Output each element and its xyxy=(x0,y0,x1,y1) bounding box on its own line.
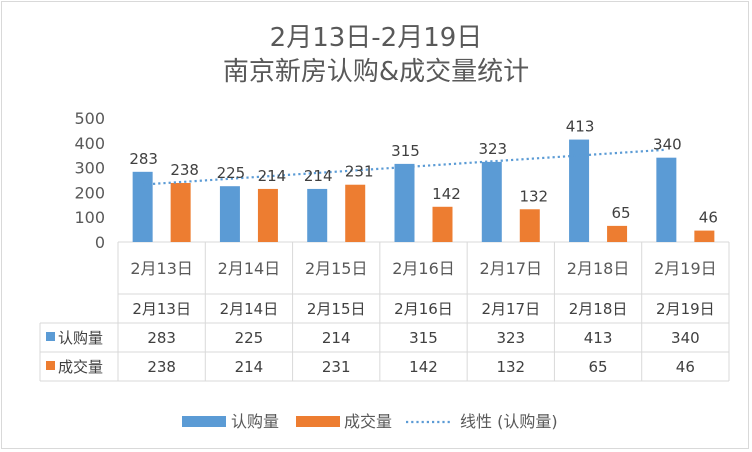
trendline xyxy=(142,148,667,186)
y-tick-label: 200 xyxy=(74,183,105,202)
x-tick-label: 2月16日 xyxy=(392,259,455,278)
bar-renguo xyxy=(132,171,153,242)
legend-label-chengjiao: 成交量 xyxy=(344,412,392,431)
y-axis: 0 100 200 300 400 500 2月13日 2月14日 2月15日 2月16日 2月17… xyxy=(74,109,730,294)
table-value-cell: 238 xyxy=(147,358,176,376)
table-header-cell: 2月16日 xyxy=(394,300,453,318)
data-label-chengjiao: 132 xyxy=(519,187,548,205)
bar-renguo xyxy=(307,188,328,242)
bar-chengjiao xyxy=(345,184,366,242)
table-series-name: 成交量 xyxy=(58,358,103,376)
bar-chengjiao xyxy=(432,206,453,242)
table-value-cell: 214 xyxy=(235,358,264,376)
bar-renguo xyxy=(656,157,677,242)
bar-chengjiao xyxy=(170,182,191,242)
bar-chengjiao xyxy=(519,209,540,242)
trendline-linear xyxy=(142,148,667,186)
table-value-cell: 413 xyxy=(584,329,613,347)
table-value-cell: 283 xyxy=(147,329,176,347)
legend-key-chengjiao xyxy=(296,416,340,427)
data-label-chengjiao: 214 xyxy=(258,167,287,185)
table-value-cell: 225 xyxy=(235,329,264,347)
legend: 认购量 成交量 线性 (认购量) xyxy=(182,412,558,431)
data-label-chengjiao: 46 xyxy=(699,209,718,227)
table-value-cell: 315 xyxy=(409,329,438,347)
table-header-cell: 2月14日 xyxy=(220,300,279,318)
x-tick-label: 2月17日 xyxy=(480,259,543,278)
y-tick-label: 400 xyxy=(74,134,105,153)
legend-label-trendline: 线性 (认购量) xyxy=(460,412,558,431)
x-tick-label: 2月18日 xyxy=(567,259,630,278)
legend-key-renguo xyxy=(182,416,226,427)
bar-chengjiao xyxy=(607,225,628,242)
data-label-chengjiao: 238 xyxy=(170,161,199,179)
y-tick-label: 500 xyxy=(74,109,105,128)
bar-renguo xyxy=(569,139,590,242)
table-value-cell: 142 xyxy=(409,358,438,376)
table-header-cell: 2月15日 xyxy=(307,300,366,318)
data-label-renguo: 413 xyxy=(566,118,595,136)
table-header-cell: 2月18日 xyxy=(569,300,628,318)
data-label-renguo: 283 xyxy=(129,150,158,168)
table-value-cell: 214 xyxy=(322,329,351,347)
table-series-key xyxy=(46,332,55,341)
table-series-name: 认购量 xyxy=(58,329,103,347)
bar-renguo xyxy=(219,186,240,242)
data-label-renguo: 323 xyxy=(478,140,507,158)
y-tick-label: 300 xyxy=(74,159,105,178)
table-value-cell: 323 xyxy=(496,329,525,347)
data-label-renguo: 225 xyxy=(217,164,246,182)
table-header-cell: 2月13日 xyxy=(132,300,191,318)
x-tick-label: 2月13日 xyxy=(130,259,193,278)
table-header-cell: 2月19日 xyxy=(656,300,715,318)
table-value-cell: 231 xyxy=(322,358,351,376)
data-label-chengjiao: 231 xyxy=(345,163,374,181)
bar-chengjiao xyxy=(694,230,715,242)
y-tick-label: 100 xyxy=(74,208,105,227)
chart-title-line-2: 南京新房认购&成交量统计 xyxy=(223,57,529,87)
x-tick-label: 2月14日 xyxy=(218,259,281,278)
bar-chengjiao xyxy=(257,188,278,242)
bar-renguo xyxy=(481,161,502,242)
data-label-renguo: 315 xyxy=(391,142,420,160)
legend-label-renguo: 认购量 xyxy=(231,412,279,431)
chart-title-line-1: 2月13日-2月19日 xyxy=(270,23,483,53)
data-label-renguo: 340 xyxy=(653,136,682,154)
table-series-key xyxy=(46,361,55,370)
table-header-cell: 2月17日 xyxy=(481,300,540,318)
data-labels: 283 238 225 214 214 231 315 142 323 132 413 65 340 46 xyxy=(129,118,718,227)
bar-renguo xyxy=(394,163,415,242)
bars xyxy=(132,139,715,242)
x-tick-label: 2月19日 xyxy=(654,259,717,278)
data-label-chengjiao: 142 xyxy=(432,185,461,203)
table-value-cell: 132 xyxy=(496,358,525,376)
table-value-cell: 65 xyxy=(589,358,608,376)
x-tick-label: 2月15日 xyxy=(305,259,368,278)
table-value-cell: 46 xyxy=(676,358,695,376)
data-label-chengjiao: 65 xyxy=(612,204,631,222)
table-value-cell: 340 xyxy=(671,329,700,347)
y-tick-label: 0 xyxy=(95,233,105,252)
data-label-renguo: 214 xyxy=(304,167,333,185)
